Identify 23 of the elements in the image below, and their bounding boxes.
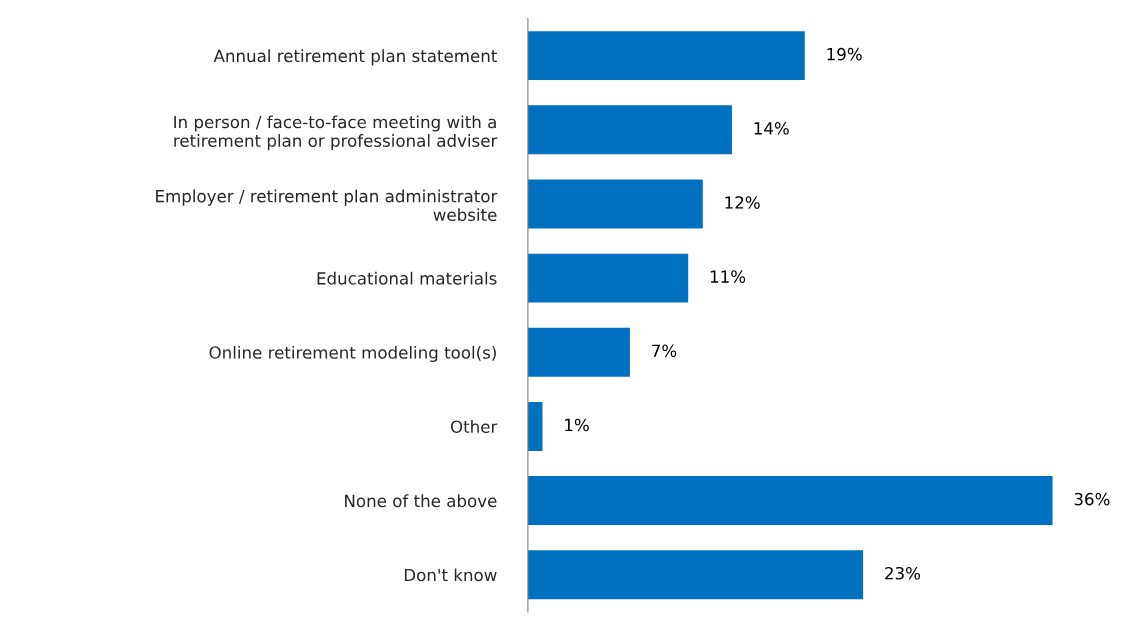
y-tick-label: Employer / retirement plan administrator website (156, 189, 498, 222)
y-tick-label: Don't know (404, 568, 497, 582)
data-label: 1% (565, 418, 589, 432)
bar (527, 31, 805, 81)
data-label: 23% (885, 566, 921, 580)
data-label: 11% (710, 270, 746, 283)
y-tick-label: Other (450, 420, 498, 433)
y-tick-label: Annual retirement plan statement (213, 49, 497, 66)
y-tick-label: Educational materials (317, 271, 497, 285)
bar (527, 476, 1053, 526)
bar (527, 105, 732, 155)
bar (527, 179, 703, 229)
bar (527, 253, 689, 303)
data-label: 7% (652, 344, 677, 358)
bar (527, 327, 630, 377)
data-label: 36% (1074, 492, 1110, 506)
data-label: 14% (754, 122, 789, 135)
data-label: 12% (725, 196, 760, 209)
bar (527, 550, 864, 600)
y-tick-label: None of the above (345, 494, 497, 508)
y-tick-label: In person / face-to-face meeting with a retirement plan or professional adviser (174, 115, 498, 151)
y-tick-label: Online retirement modeling tool(s) (209, 345, 496, 363)
data-label: 19% (827, 47, 862, 61)
